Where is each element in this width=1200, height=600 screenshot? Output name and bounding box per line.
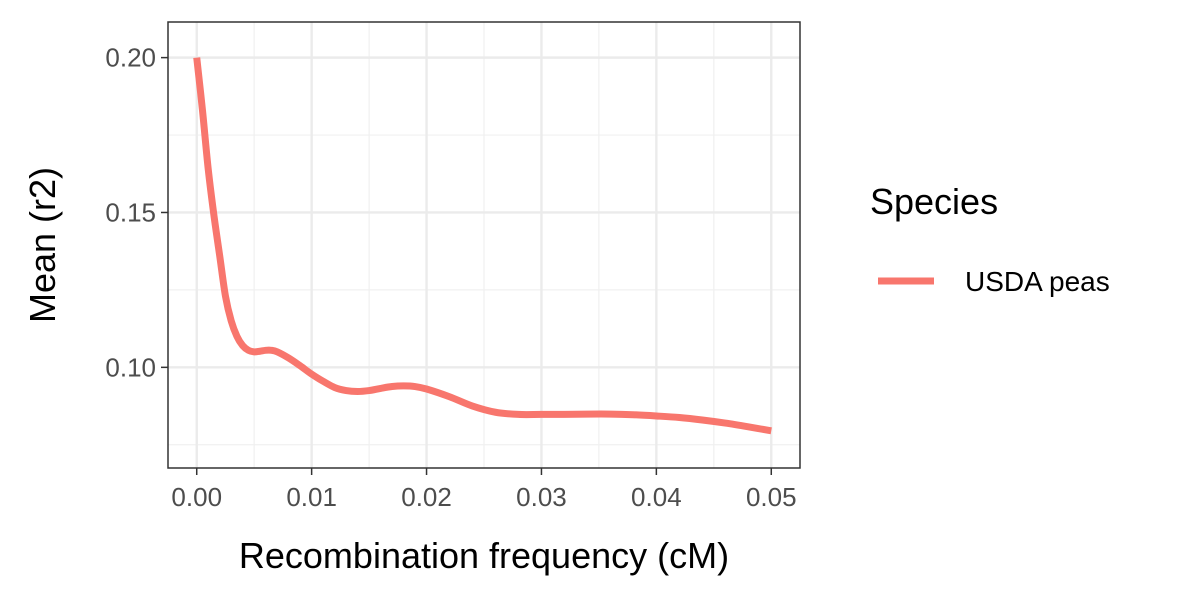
legend: Species USDA peas [870, 181, 1110, 297]
grid-minor [168, 22, 800, 468]
plot-border [167, 21, 801, 469]
x-tick-label: 0.04 [631, 482, 682, 512]
x-tick-label: 0.00 [171, 482, 222, 512]
series-line-usda-peas [193, 57, 772, 435]
y-axis: 0.10 0.15 0.20 [105, 43, 168, 382]
grid-major [168, 22, 800, 468]
x-tick-label: 0.03 [516, 482, 567, 512]
y-tick-label: 0.15 [105, 197, 156, 227]
x-tick-label: 0.05 [746, 482, 797, 512]
x-tick-label: 0.02 [401, 482, 452, 512]
series-layer [193, 57, 772, 435]
y-tick-label: 0.10 [105, 352, 156, 382]
x-tick-label: 0.01 [286, 482, 337, 512]
x-axis: 0.00 0.01 0.02 0.03 0.04 0.05 [171, 468, 797, 512]
legend-title: Species [870, 181, 998, 222]
y-axis-title: Mean (r2) [22, 167, 63, 323]
legend-label-usda-peas: USDA peas [965, 266, 1110, 297]
x-axis-title: Recombination frequency (cM) [239, 535, 729, 576]
y-tick-label: 0.20 [105, 43, 156, 73]
